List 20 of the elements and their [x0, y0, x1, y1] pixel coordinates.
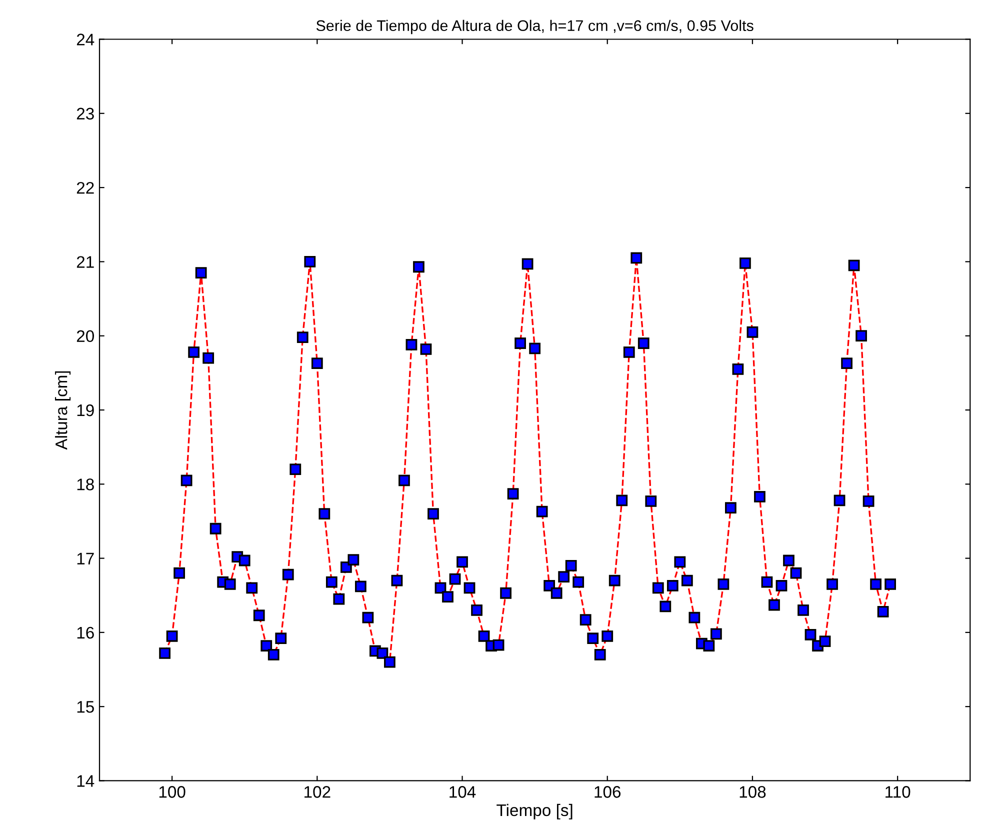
y-tick-label: 21 [76, 256, 94, 268]
y-tick-label: 18 [77, 478, 94, 490]
y-tick-label: 17 [77, 552, 94, 564]
y-tick-label: 24 [76, 34, 94, 46]
y-tick-label: 23 [76, 108, 94, 120]
chart-title: Serie de Tiempo de Altura de Ola, h=17 cm ,v=6 cm/s, 0.95 Volts [316, 20, 754, 34]
y-tick-label: 20 [76, 330, 94, 342]
x-tick-label: 104 [450, 786, 476, 798]
y-tick-label: 14 [77, 775, 94, 787]
x-tick-label: 108 [740, 786, 766, 798]
x-tick-label: 106 [594, 786, 621, 798]
y-axis-title: Altura [cm] [55, 371, 71, 450]
y-tick-label: 19 [77, 404, 94, 416]
x-tick-label: 102 [304, 786, 330, 798]
x-tick-label: 110 [886, 786, 910, 798]
x-tick-label: 100 [159, 786, 186, 798]
y-tick-label: 16 [77, 626, 94, 639]
x-axis-title: Tiempo [s] [496, 804, 572, 820]
y-tick-label: 15 [77, 701, 94, 713]
y-tick-label: 22 [76, 182, 94, 194]
